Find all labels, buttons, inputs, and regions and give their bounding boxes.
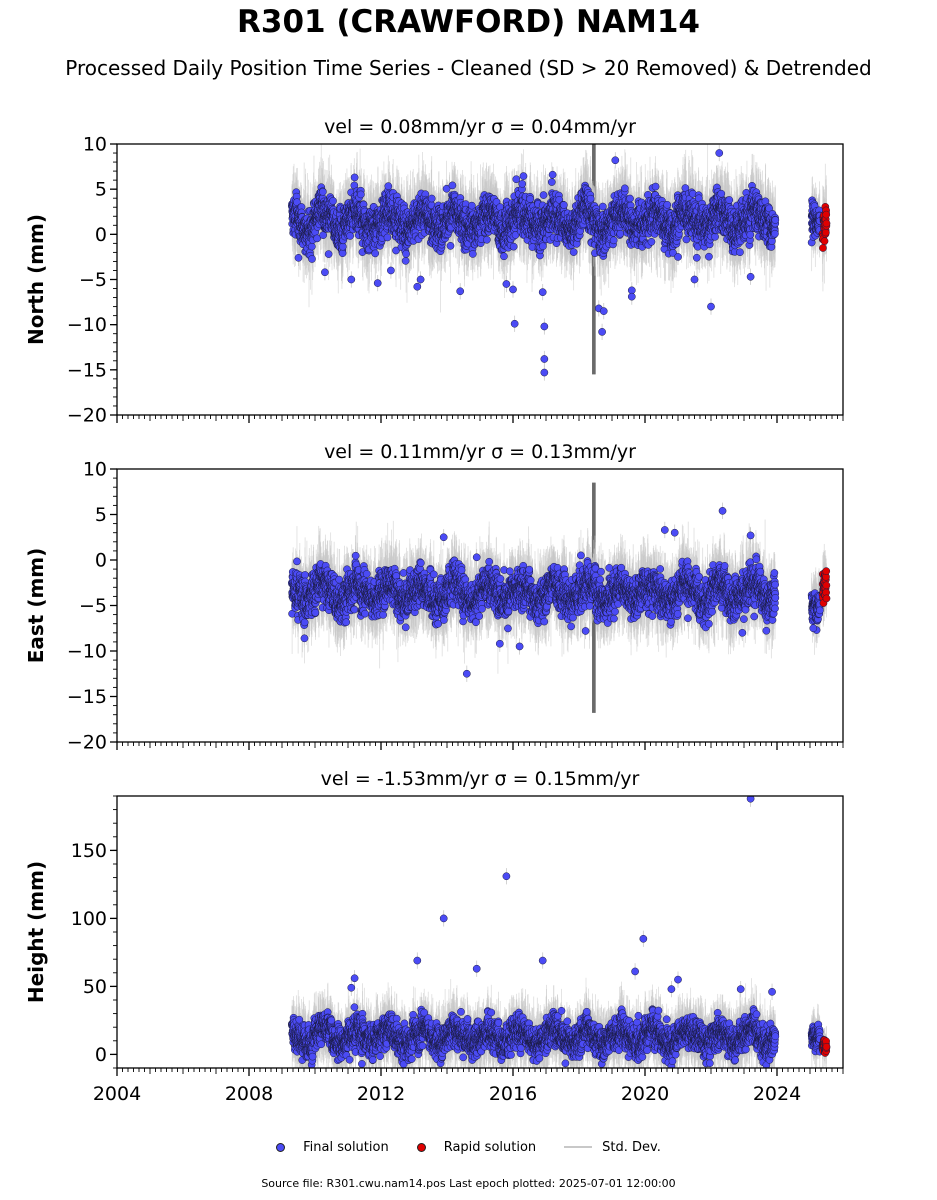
chart-subtitle: Processed Daily Position Time Series - C… bbox=[0, 56, 937, 80]
final-point bbox=[313, 234, 321, 243]
final-point bbox=[293, 198, 301, 207]
final-point bbox=[308, 255, 316, 263]
plot-area-0 bbox=[288, 144, 831, 381]
points-0 bbox=[288, 149, 831, 377]
stddev-bars-0 bbox=[291, 144, 827, 381]
final-point bbox=[308, 242, 316, 251]
chart-title: R301 (CRAWFORD) NAM14 bbox=[0, 4, 937, 40]
